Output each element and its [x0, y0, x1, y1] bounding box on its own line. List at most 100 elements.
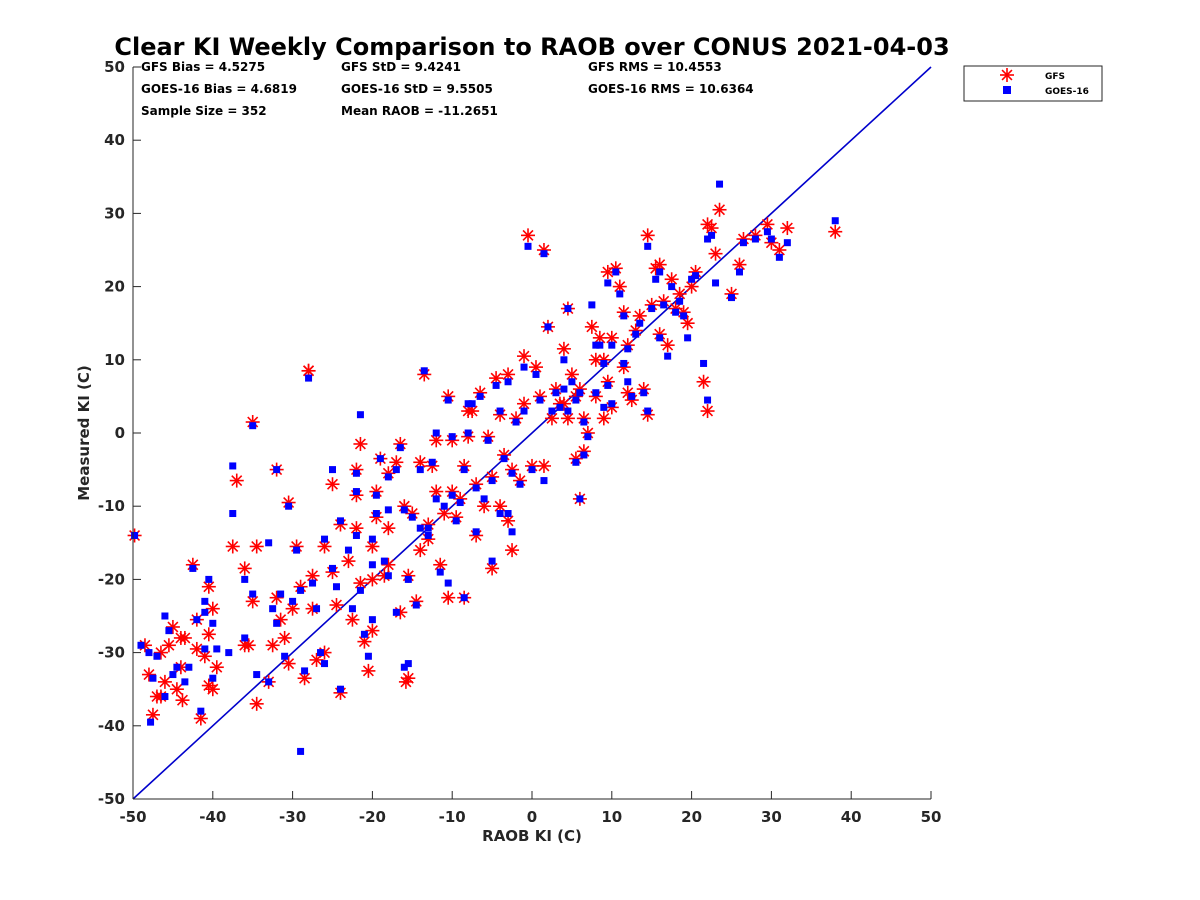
- goes-point: [684, 334, 692, 342]
- gfs-point: [265, 638, 280, 653]
- goes-point: [265, 678, 273, 686]
- y-tick-label: 40: [104, 131, 125, 149]
- goes-point: [380, 557, 388, 565]
- goes-point: [504, 378, 512, 386]
- goes-point: [348, 605, 356, 613]
- goes-point: [392, 466, 400, 474]
- goes-point: [464, 400, 472, 408]
- goes-point: [644, 407, 652, 415]
- goes-point: [712, 279, 720, 287]
- y-tick-label: -10: [98, 497, 125, 515]
- goes-point: [496, 510, 504, 518]
- goes-point: [564, 305, 572, 313]
- goes-point: [464, 429, 472, 437]
- goes-point: [556, 403, 564, 411]
- legend-gfs-label: GFS: [1045, 72, 1065, 82]
- goes-point: [452, 517, 460, 525]
- gfs-point: [365, 623, 380, 638]
- goes-point: [524, 242, 532, 250]
- goes-point: [137, 641, 145, 649]
- goes-point: [676, 297, 684, 305]
- gfs-point: [229, 473, 244, 488]
- goes-point: [520, 407, 528, 415]
- x-tick-label: 10: [601, 808, 622, 826]
- goes-point: [668, 283, 676, 291]
- goes-point: [197, 707, 205, 715]
- gfs-point: [521, 228, 536, 243]
- goes-point: [309, 579, 317, 587]
- goes-point: [273, 466, 281, 474]
- legend: GFS GOES-16: [963, 65, 1103, 102]
- goes-point: [317, 649, 325, 657]
- goes-point: [368, 561, 376, 569]
- goes-point: [672, 308, 680, 316]
- gfs-point: [780, 221, 795, 236]
- goes-point: [321, 660, 329, 668]
- gfs-point: [660, 338, 675, 353]
- x-axis-label: RAOB KI (C): [482, 827, 582, 845]
- goes-point: [360, 630, 368, 638]
- x-tick-label: 40: [841, 808, 862, 826]
- x-tick-label: 0: [527, 808, 537, 826]
- goes-point: [656, 334, 664, 342]
- goes-point: [440, 502, 448, 510]
- gfs-point: [536, 458, 551, 473]
- goes-point: [600, 359, 608, 367]
- goes-point: [512, 418, 520, 426]
- gfs-point: [165, 619, 180, 634]
- goes-point: [540, 477, 548, 485]
- goes-point: [624, 378, 632, 386]
- goes-point: [476, 392, 484, 400]
- goes-point: [520, 363, 528, 371]
- goes-point: [652, 275, 660, 283]
- goes-point: [384, 572, 392, 580]
- goes-point: [153, 652, 161, 660]
- goes-point: [344, 546, 352, 554]
- goes-point: [305, 374, 313, 382]
- goes-point: [560, 356, 568, 364]
- goes-point: [161, 612, 169, 620]
- goes-point: [416, 466, 424, 474]
- goes-point: [484, 436, 492, 444]
- goes-point: [692, 272, 700, 280]
- gfs-point: [161, 638, 176, 653]
- goes-point: [432, 495, 440, 503]
- goes-point: [165, 627, 173, 635]
- goes-point: [564, 407, 572, 415]
- goes-point: [767, 235, 775, 243]
- goes-point: [612, 268, 620, 276]
- goes-point: [436, 568, 444, 576]
- y-tick-label: -30: [98, 644, 125, 662]
- goes-point: [149, 674, 157, 682]
- goes-point: [428, 458, 436, 466]
- goes-point: [332, 583, 340, 591]
- goes-point: [229, 462, 237, 470]
- goes-point: [708, 231, 716, 239]
- goes-point: [739, 239, 747, 247]
- x-tick-label: 20: [681, 808, 702, 826]
- goes-point: [289, 597, 297, 605]
- goes-point: [568, 378, 576, 386]
- gfs-point: [588, 352, 603, 367]
- goes-point: [241, 575, 249, 583]
- gfs-point: [189, 641, 204, 656]
- gfs-point: [477, 499, 492, 514]
- gfs-point: [584, 319, 599, 334]
- gfs-point: [652, 257, 667, 272]
- goes-point: [632, 330, 640, 338]
- goes-point: [728, 294, 735, 302]
- gfs-point: [704, 221, 719, 236]
- goes-point: [424, 524, 432, 532]
- gfs-point: [365, 572, 380, 587]
- gfs-point: [700, 404, 715, 419]
- goes-point: [313, 605, 321, 613]
- goes-point: [416, 524, 424, 532]
- gfs-point: [345, 612, 360, 627]
- goes-point: [392, 608, 400, 616]
- goes-point: [604, 381, 612, 389]
- goes-point: [763, 228, 771, 236]
- chart-title: Clear KI Weekly Comparison to RAOB over …: [114, 33, 949, 61]
- stat-mean-raob: Mean RAOB = -11.2651: [341, 104, 498, 118]
- goes-point: [664, 352, 672, 360]
